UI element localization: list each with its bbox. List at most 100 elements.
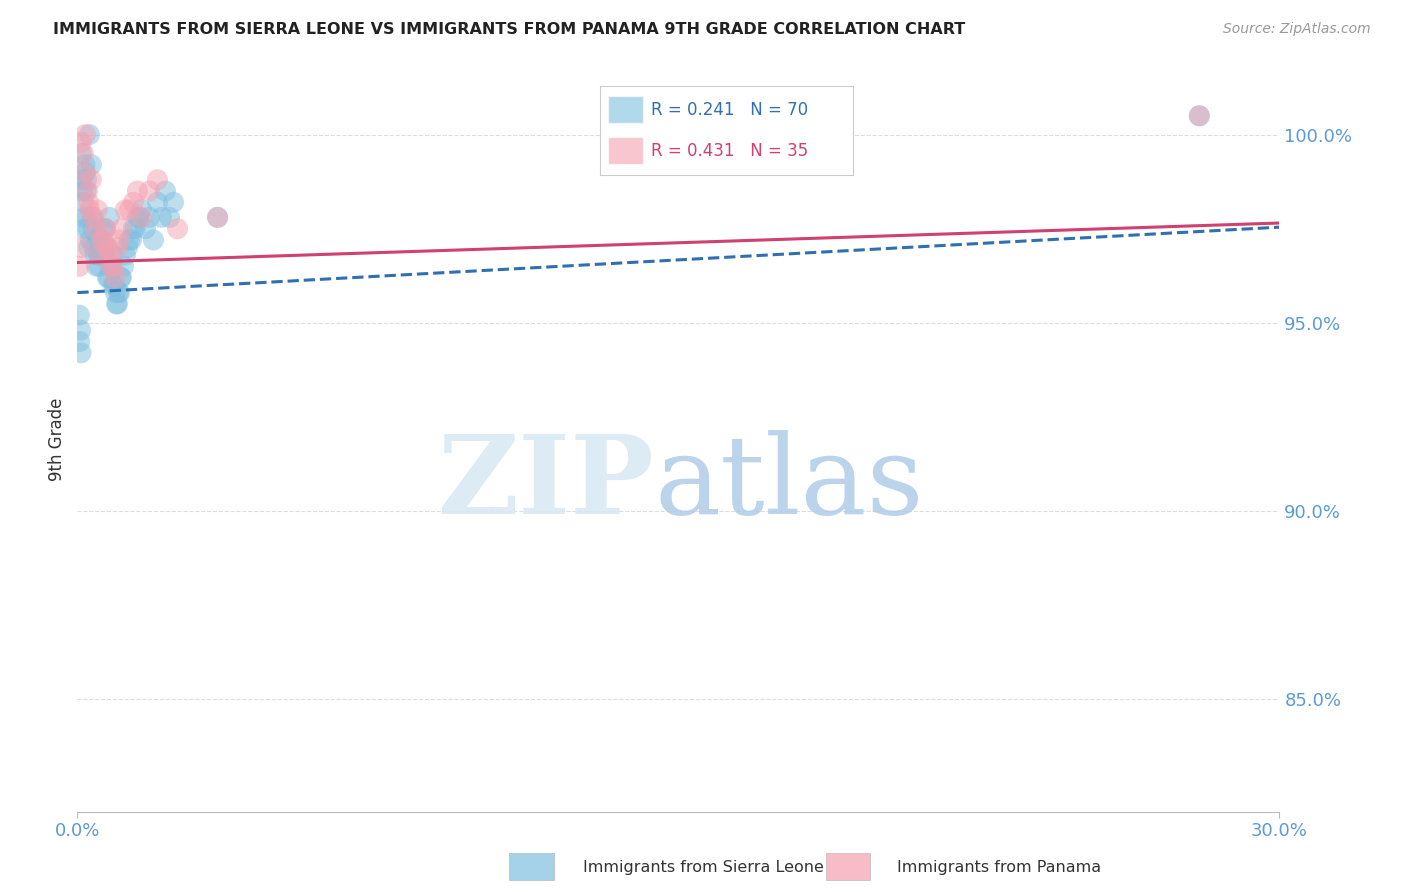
Point xyxy=(1188,109,1211,123)
Text: atlas: atlas xyxy=(654,431,924,538)
Point xyxy=(76,184,98,198)
Point xyxy=(84,248,107,262)
Point xyxy=(110,270,132,285)
Point xyxy=(131,211,153,225)
Point xyxy=(77,195,100,210)
Point xyxy=(70,135,93,149)
Point xyxy=(86,202,108,217)
Point xyxy=(93,240,115,254)
Point xyxy=(100,260,122,274)
Point xyxy=(107,240,129,254)
Point xyxy=(104,285,127,300)
Point xyxy=(89,248,111,262)
Point xyxy=(138,184,160,198)
Point xyxy=(100,260,122,274)
Point xyxy=(108,285,131,300)
Point xyxy=(101,248,124,262)
Point xyxy=(83,240,105,254)
Point xyxy=(84,221,107,235)
Point xyxy=(127,211,149,225)
Point xyxy=(82,211,104,225)
Point xyxy=(159,211,181,225)
Point xyxy=(142,233,165,247)
Point xyxy=(138,211,160,225)
Bar xyxy=(509,853,554,880)
Point xyxy=(118,202,141,217)
Point xyxy=(97,270,120,285)
Point xyxy=(90,233,112,247)
Point xyxy=(72,195,94,210)
Point xyxy=(91,221,114,235)
Point xyxy=(76,173,98,187)
Point xyxy=(73,165,96,179)
Point xyxy=(166,221,188,235)
Point xyxy=(76,211,98,225)
Point xyxy=(110,221,132,235)
Text: R = 0.241   N = 70: R = 0.241 N = 70 xyxy=(651,101,808,119)
Point xyxy=(70,173,93,187)
Point xyxy=(104,278,127,293)
Point xyxy=(80,173,103,187)
Point xyxy=(207,211,229,225)
Point xyxy=(73,211,96,225)
Text: IMMIGRANTS FROM SIERRA LEONE VS IMMIGRANTS FROM PANAMA 9TH GRADE CORRELATION CHA: IMMIGRANTS FROM SIERRA LEONE VS IMMIGRAN… xyxy=(53,22,966,37)
Point xyxy=(128,211,150,225)
Point xyxy=(122,221,145,235)
Point xyxy=(155,184,177,198)
Bar xyxy=(607,96,643,123)
Text: Immigrants from Sierra Leone: Immigrants from Sierra Leone xyxy=(583,860,824,874)
Point xyxy=(94,221,117,235)
Point xyxy=(117,240,139,254)
Point xyxy=(150,211,173,225)
Point xyxy=(72,146,94,161)
Point xyxy=(90,233,112,247)
Text: Immigrants from Panama: Immigrants from Panama xyxy=(897,860,1101,874)
Point xyxy=(118,233,141,247)
Point xyxy=(86,260,108,274)
Text: R = 0.431   N = 35: R = 0.431 N = 35 xyxy=(651,142,808,160)
Point xyxy=(82,221,104,235)
Point xyxy=(112,260,135,274)
Point xyxy=(94,221,117,235)
Point xyxy=(108,233,131,247)
Point xyxy=(82,211,104,225)
Point xyxy=(73,158,96,172)
Point xyxy=(90,248,112,262)
Point xyxy=(77,221,100,235)
Point xyxy=(75,165,97,179)
Bar xyxy=(607,137,643,164)
Point xyxy=(146,173,169,187)
Point xyxy=(72,184,94,198)
Point xyxy=(105,297,128,311)
Point xyxy=(79,233,101,247)
Point xyxy=(79,202,101,217)
Point xyxy=(86,233,108,247)
Point xyxy=(98,248,121,262)
Point xyxy=(107,297,129,311)
Point xyxy=(70,346,93,360)
Point xyxy=(124,221,146,235)
Point xyxy=(70,146,93,161)
Point xyxy=(162,195,184,210)
Point xyxy=(93,248,115,262)
Bar xyxy=(825,853,870,880)
Point xyxy=(87,248,110,262)
Point xyxy=(69,323,91,337)
Point xyxy=(110,270,132,285)
Point xyxy=(89,260,111,274)
Point xyxy=(96,240,118,254)
Point xyxy=(107,285,129,300)
Point xyxy=(73,221,96,235)
Point xyxy=(75,184,97,198)
Point xyxy=(67,308,90,322)
Point xyxy=(69,334,91,349)
Point xyxy=(131,202,153,217)
Point xyxy=(75,128,97,142)
Point xyxy=(80,158,103,172)
Point xyxy=(67,260,90,274)
Point xyxy=(69,240,91,254)
Point xyxy=(98,211,121,225)
Text: ZIP: ZIP xyxy=(437,431,654,538)
Point xyxy=(79,128,101,142)
Point xyxy=(114,248,136,262)
